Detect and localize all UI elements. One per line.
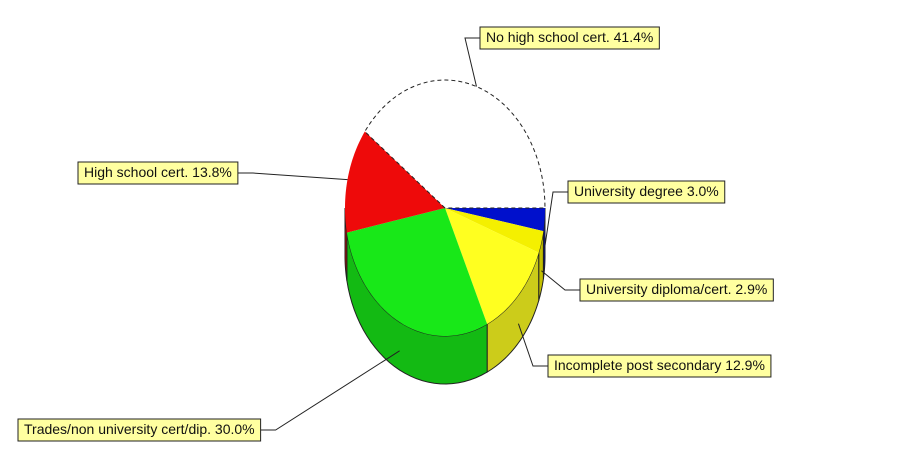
- label-text: High school cert. 13.8%: [84, 164, 232, 180]
- label-box: [567, 180, 726, 204]
- leader-line: [464, 37, 480, 87]
- leader-line: [260, 350, 400, 431]
- value-label: 2.9%: [735, 281, 767, 297]
- slice: [345, 131, 445, 233]
- value-label: 41.4%: [614, 29, 654, 45]
- category-label: University diploma/cert.: [586, 281, 732, 297]
- label-box: [17, 418, 262, 442]
- slice: [445, 208, 545, 232]
- slice-label: No high school cert. 41.4%: [479, 26, 660, 50]
- category-label: Incomplete post secondary: [554, 357, 721, 373]
- label-box: [77, 161, 239, 185]
- leader-line: [237, 172, 348, 181]
- value-label: 30.0%: [215, 421, 255, 437]
- label-box: [547, 354, 772, 378]
- category-label: High school cert.: [84, 164, 188, 180]
- slice-label: Trades/non university cert/dip. 30.0%: [17, 418, 262, 442]
- leader-line: [541, 270, 580, 291]
- value-label: 3.0%: [687, 183, 719, 199]
- slice-label: University degree 3.0%: [567, 180, 726, 204]
- leader-line: [517, 323, 548, 367]
- category-label: University degree: [574, 183, 683, 199]
- slice: [445, 208, 539, 325]
- label-box: [579, 278, 774, 302]
- label-text: University diploma/cert. 2.9%: [586, 281, 767, 297]
- label-text: No high school cert. 41.4%: [486, 29, 653, 45]
- label-text: University degree 3.0%: [574, 183, 719, 199]
- label-text: Incomplete post secondary 12.9%: [554, 357, 765, 373]
- label-box: [479, 26, 660, 50]
- category-label: No high school cert.: [486, 29, 610, 45]
- slice: [346, 208, 488, 336]
- slice-label: University diploma/cert. 2.9%: [579, 278, 774, 302]
- category-label: Trades/non university cert/dip.: [24, 421, 211, 437]
- slice-label: High school cert. 13.8%: [77, 161, 239, 185]
- slice-label: Incomplete post secondary 12.9%: [547, 354, 772, 378]
- value-label: 13.8%: [192, 164, 232, 180]
- leader-line: [544, 191, 568, 249]
- slice-side: [344, 207, 348, 281]
- slice: [445, 208, 544, 253]
- value-label: 12.9%: [725, 357, 765, 373]
- label-text: Trades/non university cert/dip. 30.0%: [24, 421, 255, 437]
